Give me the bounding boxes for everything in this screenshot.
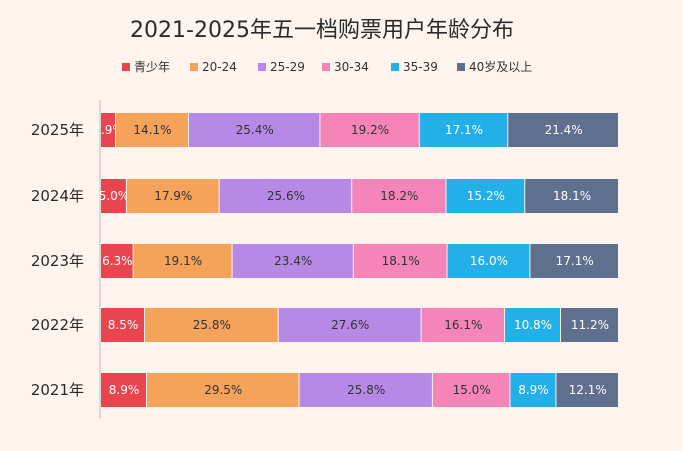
- bar-segment-0-2: [188, 113, 320, 147]
- bar-segment-2-1: [133, 244, 232, 278]
- bar-segment-1-1: [126, 179, 219, 213]
- bar-segment-2-2: [232, 244, 353, 278]
- data-label-4-0: 8.9%: [109, 383, 140, 397]
- legend-label-5: 40岁及以上: [469, 59, 532, 74]
- bar-segment-0-1: [116, 113, 188, 147]
- bar-segment-4-0: [101, 373, 147, 407]
- data-label-0-4: 17.1%: [445, 123, 483, 137]
- data-label-1-3: 18.2%: [380, 189, 418, 203]
- data-label-0-1: 14.1%: [133, 123, 171, 137]
- data-label-2-2: 23.4%: [274, 254, 312, 268]
- bar-segment-0-4: [419, 113, 508, 147]
- bar-segment-1-3: [352, 179, 446, 213]
- data-label-1-0: 5.0%: [99, 189, 130, 203]
- bars: 2025年 2.9% 14.1% 25.4% 19.2% 17.1% 21.4%2024年 5…: [31, 113, 618, 407]
- legend-swatch-1: [190, 63, 198, 71]
- bar-segment-3-0: [101, 308, 145, 342]
- bar-segment-3-2: [278, 308, 421, 342]
- data-label-0-2: 25.4%: [236, 123, 274, 137]
- data-label-0-5: 21.4%: [545, 123, 583, 137]
- bar-segment-4-4: [510, 373, 556, 407]
- legend-label-4: 35-39: [403, 60, 438, 74]
- bar-segment-2-3: [353, 244, 447, 278]
- data-label-3-1: 25.8%: [193, 318, 231, 332]
- legend-swatch-4: [391, 63, 399, 71]
- bar-segment-1-4: [446, 179, 525, 213]
- bar-segment-2-4: [447, 244, 530, 278]
- bar-segment-2-0: [101, 244, 133, 278]
- y-tick-label-4: 2021年: [31, 381, 84, 399]
- data-label-0-3: 19.2%: [351, 123, 389, 137]
- data-label-3-4: 10.8%: [514, 318, 552, 332]
- legend: 青少年 20-24 25-29 30-34 35-39 40岁及以上: [122, 59, 532, 74]
- legend-label-2: 25-29: [270, 60, 305, 74]
- bar-segment-0-5: [508, 113, 618, 147]
- data-label-4-1: 29.5%: [204, 383, 242, 397]
- bar-segment-1-2: [219, 179, 352, 213]
- bar-segment-4-5: [556, 373, 618, 407]
- bar-segment-4-2: [299, 373, 432, 407]
- data-label-1-1: 17.9%: [154, 189, 192, 203]
- bar-segment-3-5: [560, 308, 618, 342]
- chart-title: 2021-2025年五一档购票用户年龄分布: [130, 18, 514, 43]
- bar-segment-1-0: [101, 179, 126, 213]
- legend-label-0: 青少年: [134, 60, 170, 74]
- legend-swatch-5: [457, 63, 465, 71]
- data-label-2-0: 6.3%: [102, 254, 133, 268]
- bar-segment-2-5: [530, 244, 618, 278]
- data-label-3-3: 16.1%: [444, 318, 482, 332]
- data-label-1-5: 18.1%: [553, 189, 591, 203]
- data-label-2-4: 16.0%: [470, 254, 508, 268]
- bar-segment-1-5: [525, 179, 618, 213]
- bar-segment-4-1: [147, 373, 299, 407]
- data-label-1-4: 15.2%: [467, 189, 505, 203]
- data-label-1-2: 25.6%: [267, 189, 305, 203]
- y-tick-label-3: 2022年: [31, 316, 84, 334]
- bar-segment-3-1: [145, 308, 278, 342]
- data-label-3-0: 8.5%: [108, 318, 139, 332]
- y-tick-label-2: 2023年: [31, 252, 84, 270]
- data-label-4-3: 15.0%: [453, 383, 491, 397]
- data-label-4-5: 12.1%: [569, 383, 607, 397]
- bar-segment-3-4: [505, 308, 560, 342]
- bar-segment-3-3: [421, 308, 505, 342]
- y-tick-label-0: 2025年: [31, 121, 84, 139]
- data-label-4-4: 8.9%: [518, 383, 549, 397]
- legend-swatch-0: [122, 63, 130, 71]
- data-label-2-1: 19.1%: [164, 254, 202, 268]
- legend-label-1: 20-24: [202, 60, 237, 74]
- data-label-4-2: 25.8%: [347, 383, 385, 397]
- legend-swatch-2: [258, 63, 266, 71]
- bar-segment-4-3: [432, 373, 510, 407]
- bar-segment-0-0: [101, 113, 116, 147]
- y-tick-label-1: 2024年: [31, 187, 84, 205]
- bar-segment-0-3: [320, 113, 419, 147]
- data-label-2-5: 17.1%: [556, 254, 594, 268]
- data-label-3-2: 27.6%: [331, 318, 369, 332]
- legend-swatch-3: [322, 63, 330, 71]
- data-label-2-3: 18.1%: [382, 254, 420, 268]
- legend-label-3: 30-34: [334, 60, 369, 74]
- data-label-3-5: 11.2%: [571, 318, 609, 332]
